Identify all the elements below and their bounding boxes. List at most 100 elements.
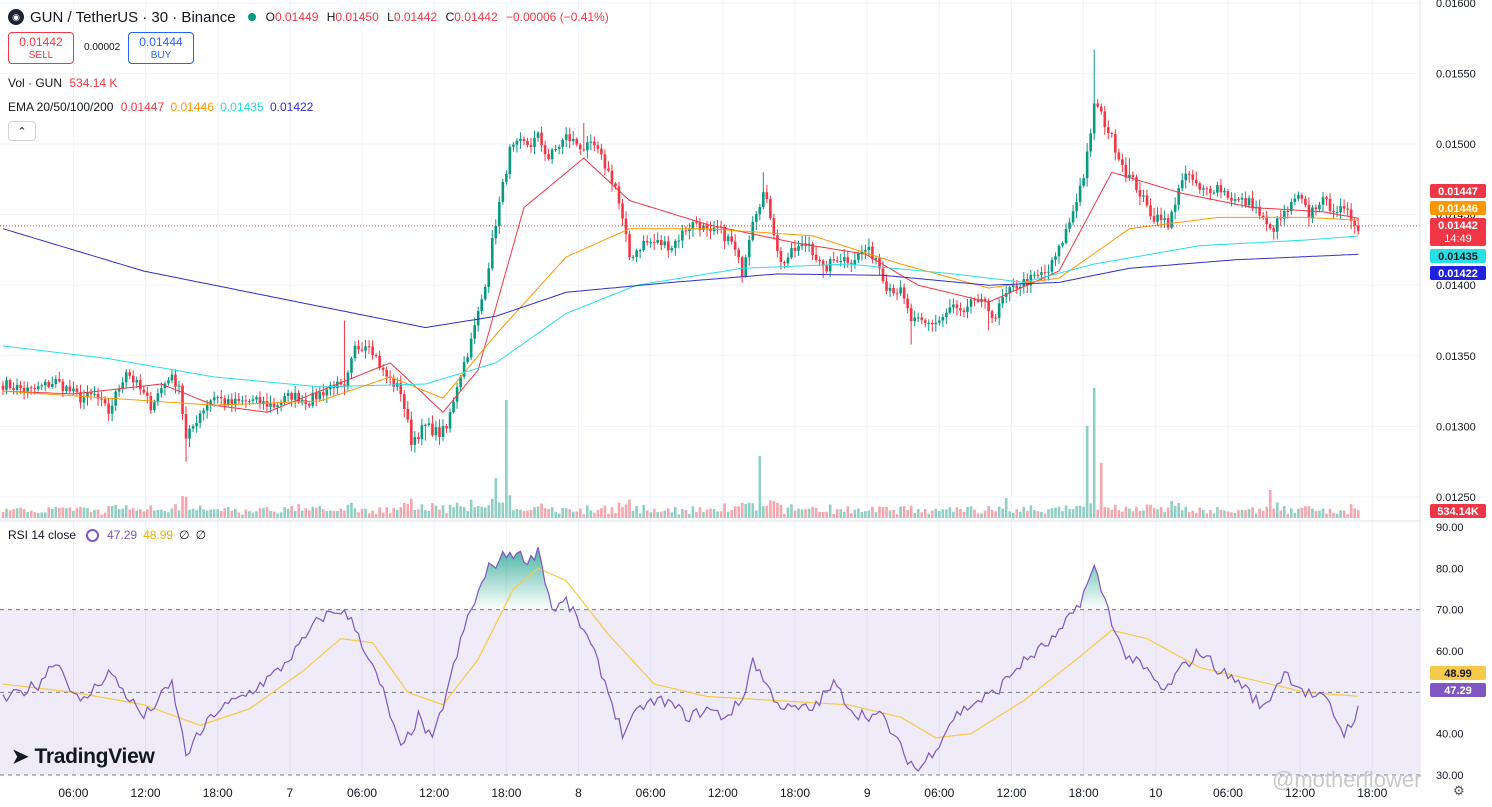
candle-body-152[interactable]	[536, 132, 540, 138]
candle-body-320[interactable]	[1128, 174, 1131, 178]
candle-body-357[interactable]	[1258, 206, 1261, 216]
candle-body-353[interactable]	[1244, 198, 1247, 206]
candle-body-14[interactable]	[50, 384, 54, 387]
candle-body-242[interactable]	[853, 259, 857, 265]
candle-body-36[interactable]	[128, 372, 132, 376]
candle-body-117[interactable]	[413, 437, 417, 445]
candle-body-56[interactable]	[198, 413, 202, 424]
candle-body-124[interactable]	[438, 427, 441, 437]
candle-body-224[interactable]	[790, 247, 793, 258]
candle-body-132[interactable]	[466, 357, 469, 363]
candle-body-312[interactable]	[1099, 106, 1103, 112]
candle-body-294[interactable]	[1036, 274, 1040, 276]
candle-body-76[interactable]	[269, 403, 272, 407]
candle-body-91[interactable]	[322, 392, 325, 396]
candle-body-65[interactable]	[230, 399, 234, 404]
candle-body-339[interactable]	[1194, 179, 1198, 184]
candle-body-274[interactable]	[966, 306, 969, 312]
candle-body-115[interactable]	[406, 408, 410, 420]
candle-body-295[interactable]	[1040, 272, 1043, 275]
candle-body-334[interactable]	[1177, 188, 1180, 205]
candle-body-262[interactable]	[923, 320, 927, 323]
candle-body-177[interactable]	[624, 218, 628, 235]
candle-body-148[interactable]	[522, 138, 526, 142]
candle-body-346[interactable]	[1219, 185, 1223, 193]
candle-body-75[interactable]	[265, 401, 269, 407]
candle-body-235[interactable]	[828, 259, 832, 272]
candle-body-377[interactable]	[1328, 198, 1332, 211]
candle-body-363[interactable]	[1279, 218, 1283, 220]
sell-button[interactable]: 0.01442 SELL	[8, 32, 74, 64]
candle-body-163[interactable]	[575, 138, 579, 145]
candle-body-57[interactable]	[202, 410, 205, 414]
candle-body-187[interactable]	[659, 239, 663, 246]
candle-body-263[interactable]	[927, 322, 931, 324]
candle-body-156[interactable]	[550, 149, 554, 160]
candle-body-338[interactable]	[1191, 174, 1195, 180]
candle-body-270[interactable]	[952, 304, 955, 308]
candle-body-92[interactable]	[325, 389, 329, 396]
candle-body-175[interactable]	[617, 186, 621, 204]
candle-body-30[interactable]	[107, 403, 110, 414]
candle-body-293[interactable]	[1033, 274, 1036, 276]
candle-body-369[interactable]	[1300, 195, 1304, 199]
candle-body-13[interactable]	[47, 381, 51, 387]
candle-body-31[interactable]	[110, 405, 114, 414]
candle-body-183[interactable]	[645, 241, 649, 243]
volume-legend[interactable]: Vol · GUN 534.14 K	[8, 76, 118, 90]
candle-body-227[interactable]	[800, 243, 804, 247]
candle-body-211[interactable]	[744, 257, 748, 277]
candle-body-25[interactable]	[89, 391, 93, 394]
candle-body-116[interactable]	[410, 419, 413, 445]
candle-body-208[interactable]	[733, 241, 737, 250]
candle-body-111[interactable]	[392, 377, 396, 387]
candle-body-176[interactable]	[621, 203, 624, 219]
candle-body-321[interactable]	[1131, 174, 1135, 178]
candle-body-264[interactable]	[930, 322, 934, 325]
candle-body-6[interactable]	[22, 388, 26, 392]
candle-body-214[interactable]	[754, 214, 758, 222]
candle-body-23[interactable]	[82, 397, 86, 403]
candle-body-381[interactable]	[1342, 206, 1346, 209]
candle-body-341[interactable]	[1202, 188, 1205, 190]
candle-body-79[interactable]	[279, 402, 283, 406]
candle-body-238[interactable]	[839, 260, 843, 262]
candle-body-127[interactable]	[448, 412, 452, 429]
candle-body-269[interactable]	[948, 307, 952, 313]
candle-body-233[interactable]	[821, 260, 825, 266]
candle-body-315[interactable]	[1110, 133, 1114, 135]
candle-body-69[interactable]	[244, 400, 248, 402]
candle-body-64[interactable]	[226, 399, 230, 405]
candle-body-383[interactable]	[1349, 209, 1353, 221]
candle-body-81[interactable]	[286, 393, 290, 396]
candle-body-3[interactable]	[12, 388, 15, 390]
candle-body-62[interactable]	[219, 397, 223, 399]
candle-body-200[interactable]	[705, 225, 709, 229]
candle-body-297[interactable]	[1047, 271, 1050, 273]
candle-body-255[interactable]	[899, 287, 902, 294]
candle-body-226[interactable]	[797, 246, 800, 251]
candle-body-195[interactable]	[688, 229, 691, 232]
candle-body-275[interactable]	[969, 299, 973, 307]
candle-body-140[interactable]	[494, 225, 498, 239]
candle-body-258[interactable]	[909, 308, 913, 322]
candle-body-234[interactable]	[825, 265, 828, 272]
candle-body-37[interactable]	[131, 375, 135, 383]
candle-body-108[interactable]	[381, 368, 385, 371]
candle-body-253[interactable]	[892, 287, 895, 294]
candle-body-197[interactable]	[695, 222, 698, 224]
candle-body-68[interactable]	[241, 400, 244, 402]
candle-body-239[interactable]	[842, 257, 846, 261]
time-axis[interactable]: 06:00 12:00 18:00 7 06:00 12:00 18:00 8 06:00 12:…	[58, 786, 1387, 800]
candle-body-49[interactable]	[174, 374, 177, 387]
candle-body-348[interactable]	[1226, 191, 1230, 198]
candle-body-169[interactable]	[596, 145, 600, 149]
candle-body-47[interactable]	[167, 380, 170, 384]
candle-body-379[interactable]	[1335, 212, 1339, 214]
candle-body-89[interactable]	[314, 392, 318, 400]
candle-body-272[interactable]	[959, 308, 962, 311]
candle-body-352[interactable]	[1240, 198, 1244, 200]
candle-body-313[interactable]	[1103, 111, 1107, 128]
candle-body-276[interactable]	[973, 299, 976, 301]
candle-body-10[interactable]	[36, 386, 40, 390]
